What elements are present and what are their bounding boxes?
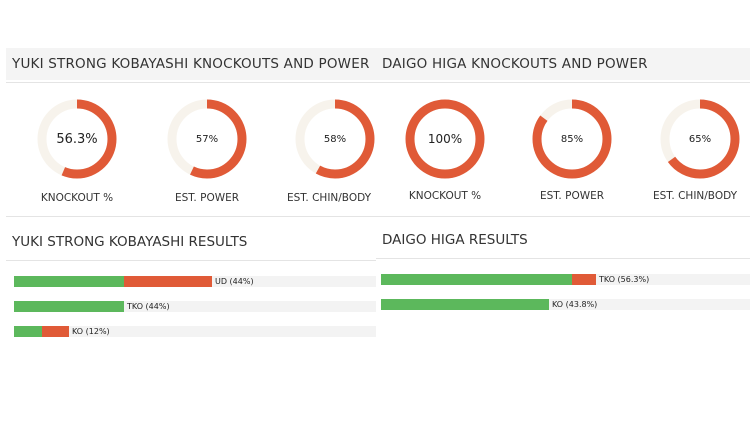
donut-est-power: 85%	[531, 98, 613, 180]
donut-svg: 100%	[405, 99, 485, 179]
kobayashi-panel: YUKI STRONG KOBAYASHI KNOCKOUTS AND POWE…	[6, 48, 376, 360]
bar-orange-segment	[572, 274, 596, 285]
donut-arc	[405, 99, 485, 179]
bar-green-segment	[381, 299, 549, 310]
bar-green-segment	[14, 276, 124, 287]
higa-results-title: DAIGO HIGA RESULTS	[382, 232, 528, 248]
donut-arc	[295, 99, 375, 179]
higa-panel: DAIGO HIGA KNOCKOUTS AND POWER 100% KNOC…	[376, 48, 750, 360]
kobayashi-results-title: YUKI STRONG KOBAYASHI RESULTS	[12, 234, 248, 250]
donut-knockout-pct: 56.3%	[36, 98, 118, 180]
donut-arc	[532, 99, 612, 179]
bar-label: TKO (56.3%)	[599, 275, 650, 284]
donut-value: 65%	[689, 134, 711, 145]
bar-orange-segment	[124, 276, 212, 287]
result-bar-row: KO (43.8%)	[381, 299, 750, 310]
donut-knockout-pct: 100%	[404, 98, 486, 180]
title-strip	[6, 48, 376, 80]
divider	[6, 216, 376, 217]
donut-value: 100%	[428, 132, 462, 146]
bar-label: UD (44%)	[215, 277, 254, 286]
donut-arc	[37, 99, 117, 179]
bar-label: KO (12%)	[72, 327, 110, 336]
donut-svg: 57%	[167, 99, 247, 179]
result-bar-row: TKO (44%)	[14, 301, 376, 312]
bar-green-segment	[381, 274, 572, 285]
donut-est-chin: 65%	[659, 98, 741, 180]
bar-green-segment	[14, 301, 124, 312]
donut-value: 58%	[324, 134, 346, 145]
bar-label: KO (43.8%)	[552, 300, 598, 309]
donut-label: EST. CHIN/BODY	[652, 190, 738, 202]
divider	[376, 258, 750, 259]
result-bar-row: UD (44%)	[14, 276, 376, 287]
divider	[376, 216, 750, 217]
donut-value: 85%	[561, 134, 583, 145]
kobayashi-power-title: YUKI STRONG KOBAYASHI KNOCKOUTS AND POWE…	[12, 56, 370, 72]
donut-label: KNOCKOUT %	[40, 192, 114, 204]
donut-est-chin: 58%	[294, 98, 376, 180]
bar-label: TKO (44%)	[127, 302, 170, 311]
donut-est-power: 57%	[166, 98, 248, 180]
divider	[6, 260, 376, 261]
bar-green-segment	[14, 326, 42, 337]
donut-label: EST. POWER	[174, 192, 240, 204]
donut-label: EST. POWER	[539, 190, 605, 202]
title-strip	[376, 48, 750, 80]
higa-power-title: DAIGO HIGA KNOCKOUTS AND POWER	[382, 56, 648, 72]
result-bar-row: KO (12%)	[14, 326, 376, 337]
donut-svg: 85%	[532, 99, 612, 179]
divider	[6, 82, 376, 83]
result-bar-row: TKO (56.3%)	[381, 274, 750, 285]
donut-svg: 56.3%	[37, 99, 117, 179]
donut-label: KNOCKOUT %	[408, 190, 482, 202]
bar-orange-segment	[42, 326, 69, 337]
donut-value: 57%	[196, 134, 218, 145]
donut-svg: 58%	[295, 99, 375, 179]
donut-arc	[167, 99, 247, 179]
divider	[376, 82, 750, 83]
donut-label: EST. CHIN/BODY	[286, 192, 372, 204]
donut-arc	[660, 99, 740, 179]
donut-svg: 65%	[660, 99, 740, 179]
donut-value: 56.3%	[56, 132, 97, 147]
